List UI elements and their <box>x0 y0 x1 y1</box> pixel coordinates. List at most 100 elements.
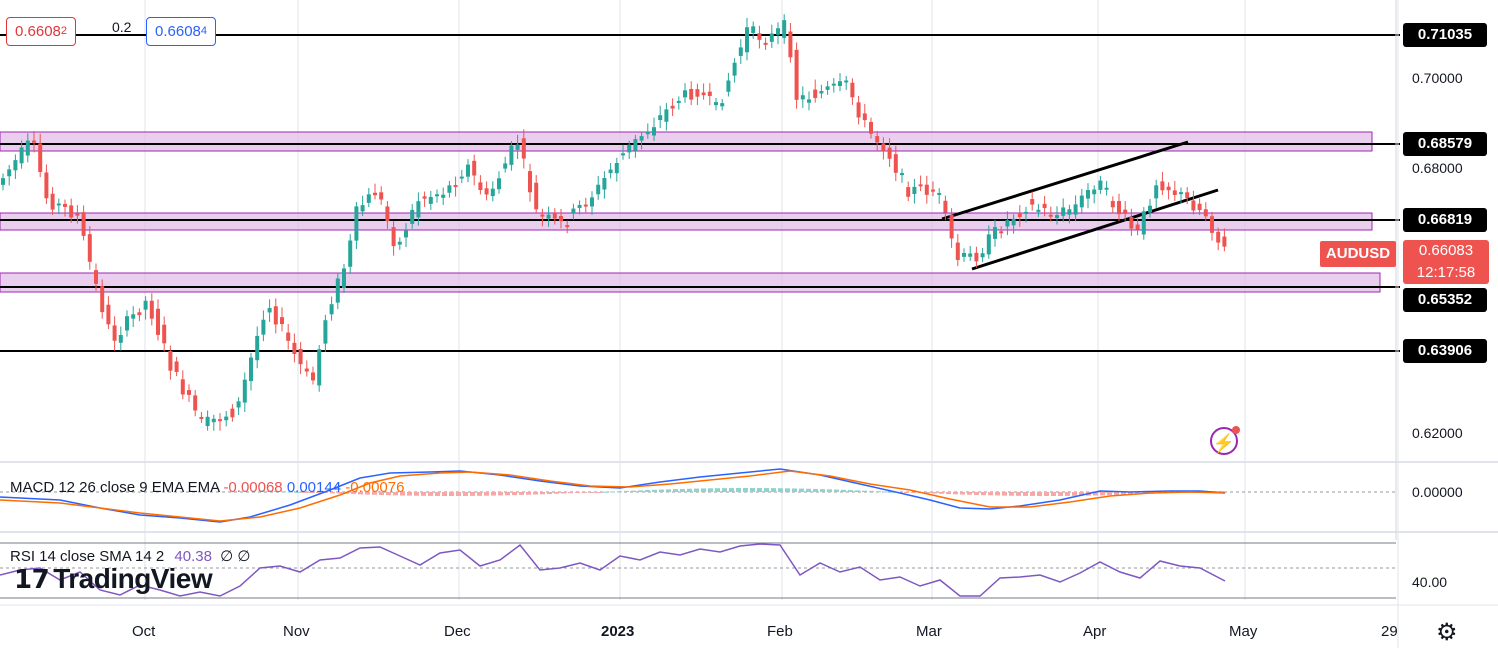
macd-histogram-bar <box>554 492 559 494</box>
candle <box>1061 207 1066 216</box>
candle <box>918 184 923 187</box>
candle <box>391 227 396 247</box>
macd-histogram-bar <box>673 489 678 492</box>
macd-histogram-bar <box>890 491 895 493</box>
candle <box>174 361 179 372</box>
tradingview-wordmark: TradingView <box>53 563 213 594</box>
candle <box>763 42 768 45</box>
macd-histogram-bar <box>680 488 685 492</box>
candle <box>162 324 167 344</box>
candle <box>280 317 284 325</box>
buy-price-box[interactable]: 0.66084 <box>146 17 217 46</box>
rsi-legend[interactable]: RSI 14 close SMA 14 2 40.38 ∅ ∅ <box>10 547 250 565</box>
macd-histogram-bar <box>533 492 538 495</box>
macd-histogram-bar <box>435 492 440 496</box>
macd-histogram-bar <box>1121 492 1126 495</box>
macd-histogram-bar <box>988 492 993 496</box>
time-label: May <box>1229 623 1258 640</box>
level-label[interactable]: 0.71035 <box>1403 23 1487 47</box>
candle <box>621 153 625 156</box>
candle <box>769 33 774 42</box>
price-tick: 0.68000 <box>1412 160 1463 176</box>
macd-histogram-bar <box>617 491 622 493</box>
macd-histogram-bar <box>708 488 713 492</box>
candle <box>428 196 433 204</box>
candle <box>701 92 706 96</box>
macd-histogram-bar <box>365 492 370 495</box>
macd-histogram-bar <box>1002 492 1007 496</box>
candle <box>118 334 123 343</box>
candle <box>385 206 390 222</box>
candle <box>224 416 229 421</box>
macd-histogram-bar <box>267 490 272 492</box>
macd-histogram-bar <box>442 492 447 496</box>
candle <box>410 209 415 224</box>
candle <box>664 109 669 122</box>
macd-histogram-bar <box>939 492 944 494</box>
level-label[interactable]: 0.68579 <box>1403 132 1487 156</box>
candle <box>949 214 954 239</box>
macd-histogram-bar <box>785 488 790 492</box>
level-label[interactable]: 0.63906 <box>1403 339 1487 363</box>
macd-histogram-bar <box>1135 492 1140 495</box>
candle <box>924 184 929 195</box>
macd-histogram-bar <box>1072 492 1077 496</box>
macd-histogram-bar <box>288 491 293 493</box>
macd-histogram-bar <box>750 488 755 492</box>
candle <box>236 401 241 408</box>
candle <box>521 138 526 159</box>
candle <box>869 121 873 134</box>
candle <box>639 136 644 141</box>
level-label[interactable]: 0.65352 <box>1403 288 1487 312</box>
macd-histogram-bar <box>1030 492 1035 496</box>
candle <box>106 304 111 325</box>
candle <box>807 99 811 103</box>
candle <box>974 252 979 262</box>
macd-histogram-bar <box>1016 492 1021 496</box>
candle <box>819 91 824 94</box>
sell-price-box[interactable]: 0.66082 <box>6 17 77 46</box>
candle <box>1185 192 1190 199</box>
candle <box>292 342 297 355</box>
bar-countdown: 12:17:58 <box>1416 264 1476 281</box>
macd-histogram-bar <box>827 489 832 492</box>
candle <box>552 212 557 219</box>
candle <box>125 316 129 331</box>
macd-histogram-bar <box>302 492 307 493</box>
candle <box>571 208 576 214</box>
time-label: Oct <box>132 623 156 640</box>
support-zone <box>0 272 1381 293</box>
candle <box>887 147 892 159</box>
macd-histogram-bar <box>407 492 412 496</box>
time-label: 29 <box>1381 623 1398 640</box>
candle <box>286 332 291 341</box>
candle <box>149 300 154 319</box>
macd-histogram-bar <box>393 492 398 496</box>
macd-histogram-bar <box>316 492 321 493</box>
macd-histogram-bar <box>260 490 265 492</box>
macd-histogram-bar <box>589 492 594 493</box>
macd-histogram-bar <box>687 488 692 492</box>
lightning-alert-icon[interactable]: ⚡ <box>1210 426 1240 455</box>
macd-histogram-bar <box>652 489 657 492</box>
candle <box>342 268 346 289</box>
candle <box>329 304 334 315</box>
macd-histogram-bar <box>463 492 468 496</box>
candle <box>94 270 98 284</box>
gear-icon[interactable]: ⚙ <box>1436 619 1458 646</box>
macd-legend[interactable]: MACD 12 26 close 9 EMA EMA -0.00068 0.00… <box>10 479 404 496</box>
candle <box>726 80 731 92</box>
candle <box>1210 216 1214 233</box>
level-label[interactable]: 0.66819 <box>1403 208 1487 232</box>
candle <box>75 213 80 216</box>
macd-histogram-bar <box>421 492 426 496</box>
candle <box>900 173 904 176</box>
candle <box>1148 205 1152 213</box>
macd-histogram-bar <box>869 490 874 492</box>
candle <box>1166 186 1171 191</box>
macd-histogram-bar <box>932 492 937 494</box>
macd-histogram-bar <box>519 492 524 495</box>
macd-histogram-bar <box>575 492 580 493</box>
candle <box>156 308 160 335</box>
